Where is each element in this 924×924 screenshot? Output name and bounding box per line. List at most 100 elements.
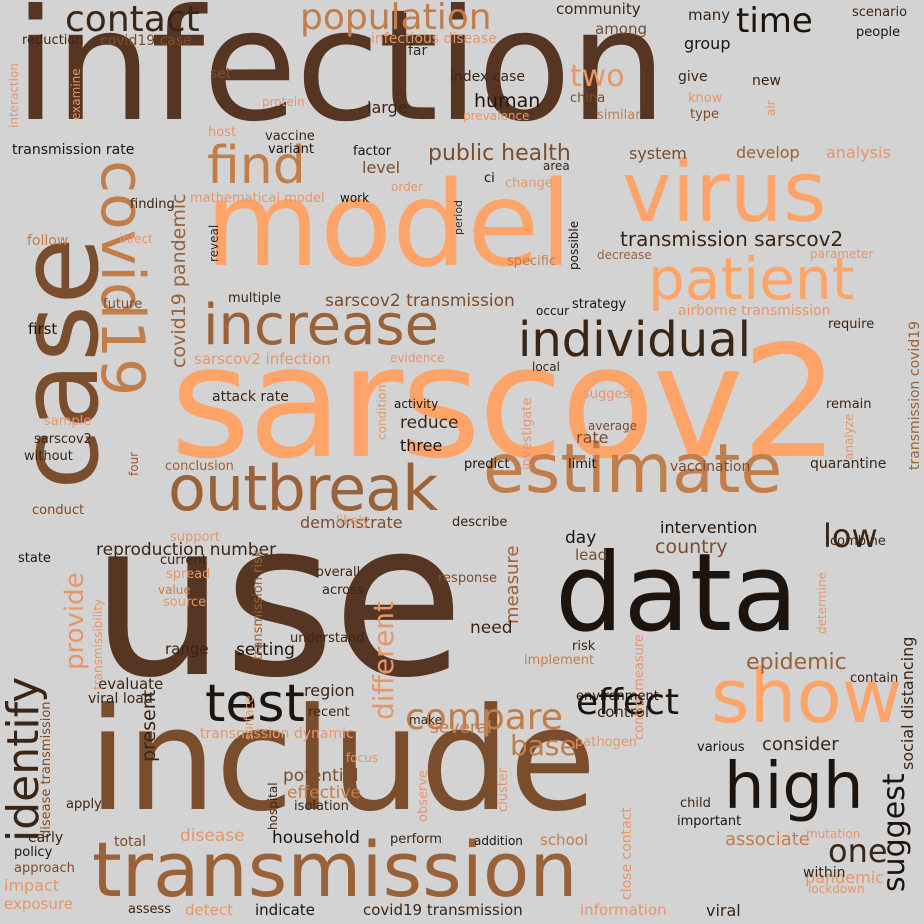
word: possible (567, 220, 581, 270)
word: sarscov2 (34, 432, 92, 447)
word: epidemic (746, 650, 847, 675)
word: infection (14, 0, 667, 156)
word: limit (568, 457, 597, 472)
word: order (391, 180, 423, 194)
word: outbreak (168, 452, 438, 525)
word: estimate (483, 430, 783, 509)
word: detect (185, 901, 233, 919)
word: pandemic (805, 868, 884, 887)
word: finding (130, 197, 175, 212)
word: transmissibility (91, 598, 105, 690)
word: approach (14, 861, 75, 876)
word: transmission risk (251, 549, 266, 660)
word: disease transmission (39, 701, 54, 838)
word: prevalence (463, 109, 530, 123)
word: community (556, 0, 641, 18)
word: infectious disease (371, 31, 497, 47)
word: within (803, 865, 846, 881)
word: parameter (810, 247, 874, 261)
word: two (570, 59, 625, 94)
word: mathematical model (190, 191, 325, 206)
word: transmission dynamic (200, 726, 354, 742)
word: determine (815, 572, 829, 634)
word: apply (66, 797, 102, 812)
word: region (304, 681, 355, 700)
word: patient (648, 245, 855, 313)
word: important (677, 814, 742, 829)
word: high (724, 750, 864, 824)
word: lockdown (808, 882, 865, 896)
word: school (540, 831, 589, 849)
word: know (688, 91, 723, 106)
word: infect (119, 232, 153, 246)
word: understand (290, 631, 365, 646)
word: child (680, 796, 711, 811)
word: strategy (572, 297, 627, 312)
word: reveal (207, 224, 221, 262)
word: increase (203, 293, 440, 358)
word: group (684, 34, 731, 53)
word: need (470, 618, 513, 638)
word: suggest (583, 387, 635, 402)
word: use (90, 474, 465, 725)
word: decrease (597, 248, 652, 262)
word: viral (706, 901, 741, 920)
word: social distancing (898, 636, 917, 770)
word: perform (390, 832, 442, 847)
word: four (127, 451, 141, 476)
word: find (207, 136, 306, 196)
word: provide (60, 572, 90, 670)
word: day (565, 528, 597, 548)
word: rate (576, 428, 609, 447)
word: value (158, 583, 191, 597)
word: large (367, 98, 408, 117)
word: across (322, 583, 364, 598)
word: require (828, 317, 875, 332)
word: disease (180, 826, 245, 846)
word: exposure (4, 895, 73, 913)
word: associate (725, 829, 810, 850)
word: low (823, 517, 878, 555)
word: data (555, 531, 799, 656)
word: information (580, 901, 667, 919)
word: three (400, 436, 443, 455)
word: reproduction number (96, 540, 277, 560)
word: viral load (88, 691, 153, 707)
word: remain (826, 397, 872, 412)
word: lead (575, 546, 608, 564)
word: reduction (22, 33, 84, 48)
word: public health (428, 141, 571, 166)
word: similar (597, 108, 641, 123)
word: implement (524, 653, 595, 668)
word: control measure (632, 634, 647, 740)
word: among (595, 20, 648, 38)
word: combine (830, 534, 886, 549)
word: early (28, 830, 64, 846)
word: conduct (32, 503, 85, 518)
word: individual (518, 312, 751, 368)
word: response (438, 571, 498, 586)
word: sarscov2 (170, 312, 840, 493)
word: consider (762, 734, 839, 755)
word: new (752, 73, 781, 89)
word: sample (44, 414, 92, 429)
word: interaction (7, 63, 21, 128)
word: vaccine (265, 129, 315, 144)
word: test (205, 674, 305, 734)
word: many (688, 6, 731, 24)
word: demonstrate (300, 513, 403, 532)
word: covid19 (87, 160, 157, 397)
word: vaccination (670, 459, 751, 475)
word: attack rate (212, 389, 289, 405)
word: far (408, 43, 428, 59)
word: variant (268, 142, 314, 157)
word: household (272, 828, 360, 848)
word: show (711, 654, 903, 740)
word: close contact (619, 807, 635, 900)
word: index case (450, 69, 525, 85)
word: occur (536, 304, 570, 318)
word: addition (474, 834, 523, 848)
word: air (764, 100, 778, 116)
word: source (163, 595, 207, 610)
word: compare (405, 697, 563, 738)
